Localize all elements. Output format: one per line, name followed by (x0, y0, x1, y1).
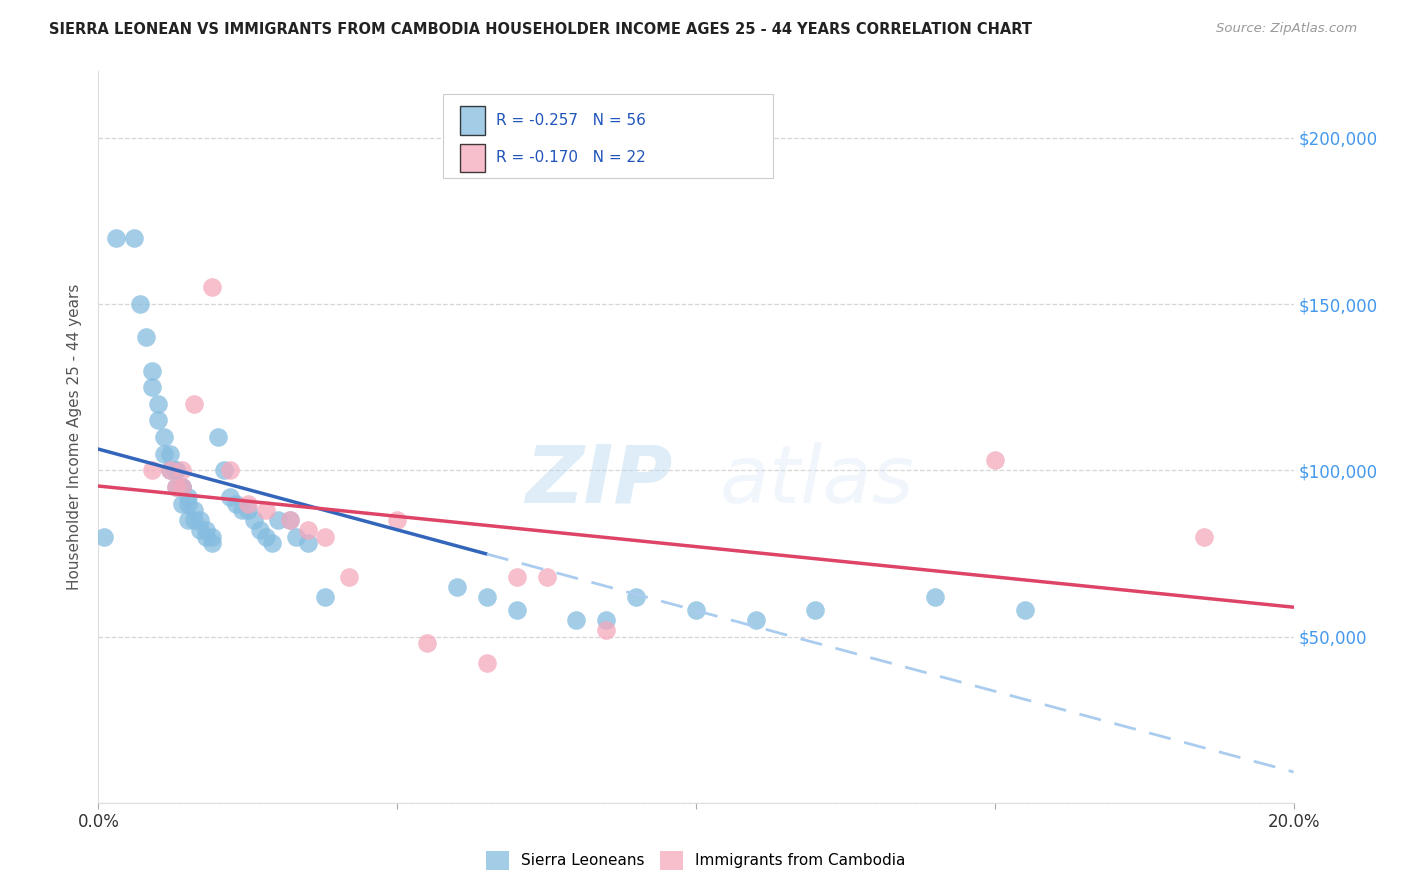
Point (267, 513, 290, 527)
Point (201, 280, 224, 294)
Point (249, 523, 271, 537)
Point (207, 430, 229, 444)
Point (188, 513, 211, 527)
Text: ZIP: ZIP (524, 442, 672, 520)
Point (165, 480, 187, 494)
Point (183, 503, 205, 517)
Point (93, 530, 115, 544)
Point (172, 480, 194, 494)
Point (219, 463, 242, 477)
Point (536, 570, 558, 584)
Point (297, 523, 319, 537)
Point (506, 603, 529, 617)
Point (201, 536, 224, 550)
Point (141, 363, 163, 377)
Point (177, 513, 200, 527)
Point (129, 297, 152, 311)
Point (153, 447, 176, 461)
Point (135, 330, 157, 344)
Point (124, 230, 146, 244)
Point (159, 463, 181, 477)
Point (236, 497, 259, 511)
Point (475, 590, 498, 604)
Point (165, 463, 187, 477)
Point (165, 480, 187, 494)
Point (446, 580, 468, 594)
Point (475, 656, 498, 670)
Point (183, 513, 205, 527)
Point (183, 397, 205, 411)
Point (416, 636, 439, 650)
Point (278, 513, 301, 527)
Text: Source: ZipAtlas.com: Source: ZipAtlas.com (1216, 22, 1357, 36)
Point (172, 497, 194, 511)
Point (177, 490, 200, 504)
Point (685, 603, 707, 617)
Point (297, 536, 319, 550)
Point (1014, 603, 1036, 617)
Legend: Sierra Leoneans, Immigrants from Cambodia: Sierra Leoneans, Immigrants from Cambodi… (479, 845, 912, 876)
Point (315, 530, 337, 544)
Point (159, 463, 181, 477)
Text: R = -0.170   N = 22: R = -0.170 N = 22 (496, 151, 647, 165)
Point (506, 570, 529, 584)
Y-axis label: Householder Income Ages 25 - 44 years: Householder Income Ages 25 - 44 years (67, 284, 83, 591)
Point (243, 513, 266, 527)
Point (595, 613, 617, 627)
Point (141, 380, 163, 394)
Text: atlas: atlas (720, 442, 915, 520)
Point (260, 536, 283, 550)
Point (195, 523, 218, 537)
Point (278, 513, 301, 527)
Point (172, 463, 194, 477)
Point (626, 590, 648, 604)
Point (172, 480, 194, 494)
Point (153, 430, 176, 444)
Point (159, 447, 181, 461)
Point (339, 570, 361, 584)
Point (219, 490, 242, 504)
Point (236, 503, 259, 517)
Point (148, 397, 170, 411)
Point (1192, 530, 1215, 544)
Point (141, 463, 163, 477)
Point (284, 530, 307, 544)
Point (565, 613, 588, 627)
Point (225, 497, 247, 511)
Point (177, 497, 200, 511)
Point (195, 530, 218, 544)
Point (105, 230, 128, 244)
Point (315, 590, 337, 604)
Point (254, 503, 277, 517)
Point (984, 453, 1007, 467)
Point (254, 530, 277, 544)
Point (804, 603, 827, 617)
Point (212, 463, 235, 477)
Point (595, 623, 617, 637)
Point (188, 523, 211, 537)
Point (165, 463, 187, 477)
Point (231, 503, 253, 517)
Point (385, 513, 409, 527)
Point (201, 530, 224, 544)
Text: R = -0.257   N = 56: R = -0.257 N = 56 (496, 113, 647, 128)
Point (745, 613, 768, 627)
Text: SIERRA LEONEAN VS IMMIGRANTS FROM CAMBODIA HOUSEHOLDER INCOME AGES 25 - 44 YEARS: SIERRA LEONEAN VS IMMIGRANTS FROM CAMBOD… (49, 22, 1032, 37)
Point (172, 480, 194, 494)
Point (924, 590, 946, 604)
Point (148, 413, 170, 427)
